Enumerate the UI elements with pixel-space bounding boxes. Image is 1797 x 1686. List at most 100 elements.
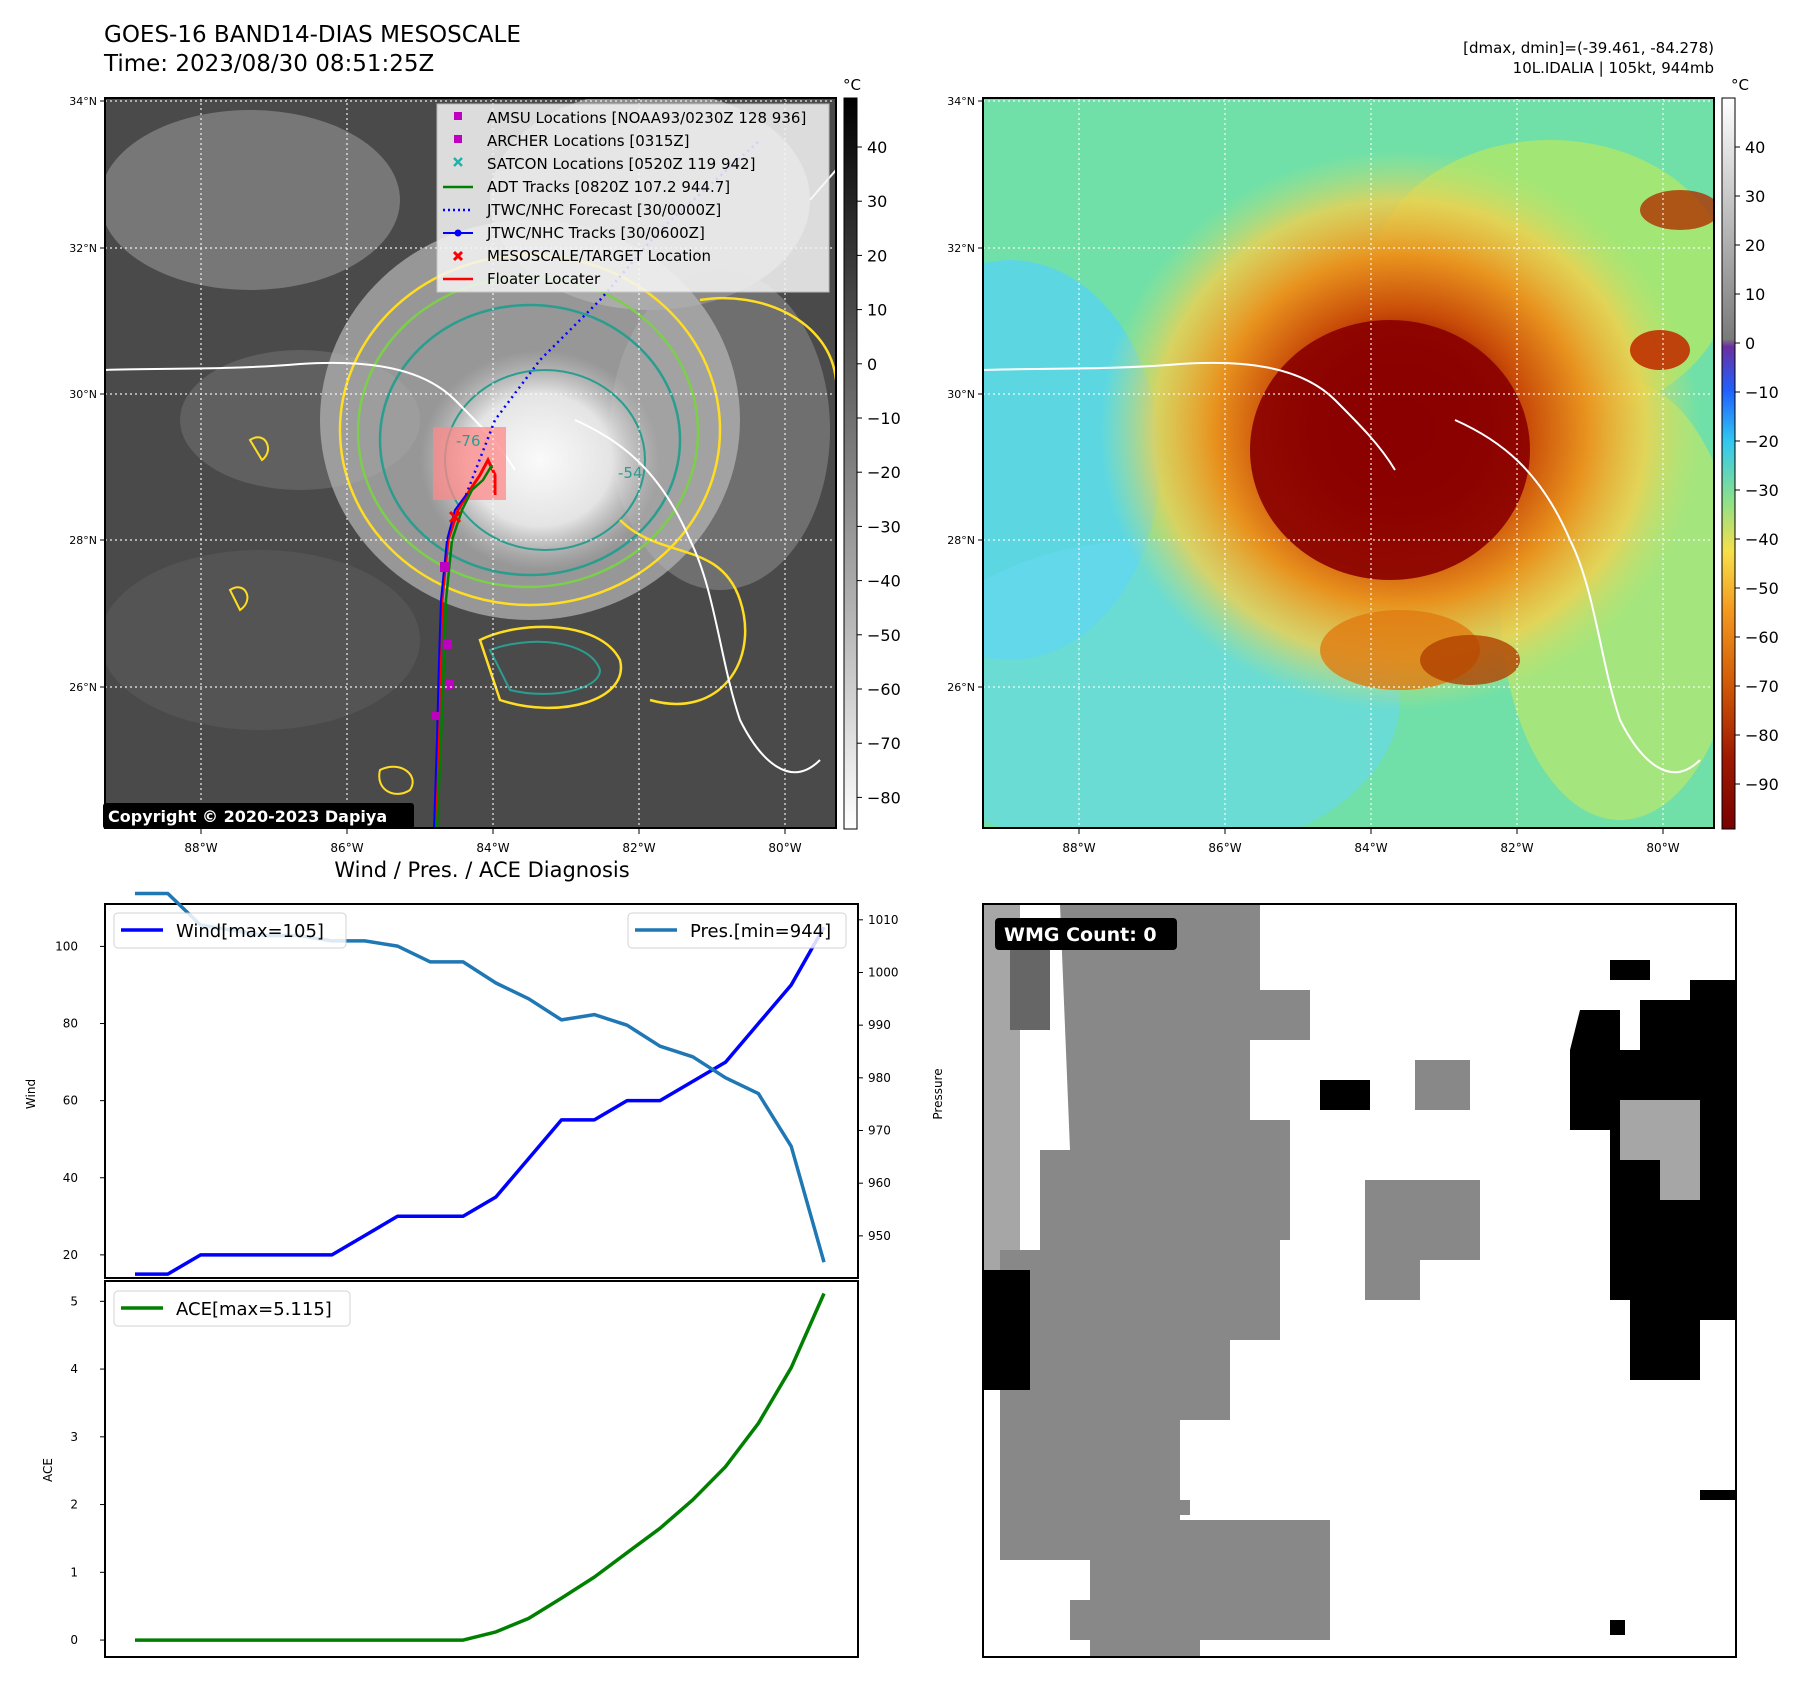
archer-square-icon [454,135,462,143]
ace-tick-label: 1 [70,1565,78,1579]
legend-item-floater: Floater Locater [487,270,601,288]
colorbar-tick-label: −80 [1745,726,1779,745]
pressure-tick-label: 970 [868,1124,891,1138]
lat-tick-label: 30°N [69,388,97,401]
lat-tick-label: 34°N [947,95,975,108]
colorbar-tick-label: −90 [1745,775,1779,794]
wind-tick-label: 60 [63,1094,78,1108]
amsu-square-icon [454,112,462,120]
pressure-axis-label: Pressure [931,1068,945,1119]
wind-axis-label: Wind [24,1079,38,1109]
colorbar-unit: °C [843,76,861,94]
wind-legend: Wind[max=105] [113,912,347,949]
lat-tick-label: 34°N [69,95,97,108]
colorbar-color [1721,97,1736,830]
ace-tick-label: 5 [70,1294,78,1308]
lat-tick-label: 28°N [69,534,97,547]
copyright-badge [103,803,414,829]
wind-pressure-chart: 20 40 60 80 100 950 960 970 980 990 1000 1010 Wind… [24,891,945,1279]
colorbar-tick-label: −30 [1745,481,1779,500]
colorbar-tick-label: −60 [867,680,901,699]
ace-tick-label: 4 [70,1362,78,1376]
legend-item-wind: Wind[max=105] [176,921,324,942]
colorbar-tick-label: 30 [1745,187,1765,206]
contour-label: -76 [456,432,481,450]
colorbar-tick-label: −20 [867,463,901,482]
copyright-text: Copyright © 2020-2023 Dapiya [108,807,387,826]
pressure-tick-label: 1010 [868,913,899,927]
dmax-dmin-label: [dmax, dmin]=(-39.461, -84.278) [1463,39,1714,57]
ace-line [135,1292,826,1642]
ace-chart: 0 1 2 3 4 5 ACE ACE[max=5.115] [41,1280,859,1658]
wind-tick-label: 100 [55,939,78,953]
colorbar-tick-label: −20 [1745,432,1779,451]
storm-info: [dmax, dmin]=(-39.461, -84.278) 10L.IDAL… [1463,38,1714,78]
pressure-tick-label: 960 [868,1176,891,1190]
colorbar-tick-label: −40 [867,572,901,591]
diagnosis-title: Wind / Pres. / ACE Diagnosis [334,858,630,882]
contour-label: -54 [618,464,643,482]
ace-tick-label: 2 [70,1498,78,1512]
pressure-tick-label: 1000 [868,965,899,979]
wind-line [135,926,826,1276]
colorbar-gray [843,97,858,830]
colorbar-tick-label: −50 [1745,579,1779,598]
lon-tick-label: 80°W [1646,841,1679,855]
colorbar-tick-label: −70 [1745,677,1779,696]
legend-item-pressure: Pres.[min=944] [690,921,831,942]
ace-tick-label: 3 [70,1430,78,1444]
legend-item-ace: ACE[max=5.115] [176,1299,332,1320]
legend-item-target: MESOSCALE/TARGET Location [487,247,711,265]
lat-tick-label: 32°N [947,242,975,255]
colorbar-tick-label: −70 [867,734,901,753]
lat-tick-label: 32°N [69,242,97,255]
lon-tick-label: 82°W [622,841,655,855]
colorbar-tick-label: −60 [1745,628,1779,647]
lat-tick-label: 26°N [947,681,975,694]
ace-tick-label: 0 [70,1633,78,1647]
ir-map-color: °C 403020100−10−20−30−40−50−60−70−80−90 … [947,76,1779,855]
lon-tick-label: 84°W [476,841,509,855]
lon-tick-label: 86°W [330,841,363,855]
lon-tick-label: 84°W [1354,841,1387,855]
target-x-icon [452,250,464,262]
legend-item-forecast: JTWC/NHC Forecast [30/0000Z] [486,201,721,219]
lat-tick-label: 28°N [947,534,975,547]
colorbar-tick-label: 10 [867,301,887,320]
colorbar-tick-label: 40 [867,138,887,157]
colorbar-tick-label: 0 [1745,334,1755,353]
pressure-tick-label: 980 [868,1071,891,1085]
colorbar-tick-label: 20 [1745,236,1765,255]
colorbar-tick-label: 0 [867,355,877,374]
legend-item-satcon: SATCON Locations [0520Z 119 942] [487,155,755,173]
legend-item-adt: ADT Tracks [0820Z 107.2 944.7] [487,178,730,196]
track-dot-line-icon [443,229,473,237]
wmg-panel: WMG Count: 0 [982,903,1737,1658]
pressure-tick-label: 990 [868,1018,891,1032]
legend-item-tracks: JTWC/NHC Tracks [30/0600Z] [486,224,705,242]
satcon-x-icon [453,157,463,167]
lat-tick-label: 26°N [69,681,97,694]
wind-tick-label: 40 [63,1171,78,1185]
colorbar-tick-label: −30 [867,517,901,536]
figure-title: GOES-16 BAND14-DIAS MESOSCALE [104,22,521,48]
legend-item-amsu: AMSU Locations [NOAA93/0230Z 128 936] [487,109,806,127]
colorbar-tick-label: 20 [867,246,887,265]
colorbar-tick-label: −10 [867,409,901,428]
colorbar-tick-label: −10 [1745,383,1779,402]
map-legend: AMSU Locations [NOAA93/0230Z 128 936] AR… [436,103,830,293]
lon-tick-label: 86°W [1208,841,1241,855]
colorbar-tick-label: −40 [1745,530,1779,549]
lon-tick-label: 80°W [768,841,801,855]
lon-tick-label: 82°W [1500,841,1533,855]
colorbar-tick-label: −80 [867,788,901,807]
ace-axis-label: ACE [41,1458,55,1482]
wind-tick-label: 20 [63,1248,78,1262]
legend-item-archer: ARCHER Locations [0315Z] [487,132,690,150]
lon-tick-label: 88°W [1062,841,1095,855]
pressure-legend: Pres.[min=944] [627,912,847,949]
colorbar-unit: °C [1731,76,1749,94]
lat-tick-label: 30°N [947,388,975,401]
figure-time: Time: 2023/08/30 08:51:25Z [104,51,435,77]
